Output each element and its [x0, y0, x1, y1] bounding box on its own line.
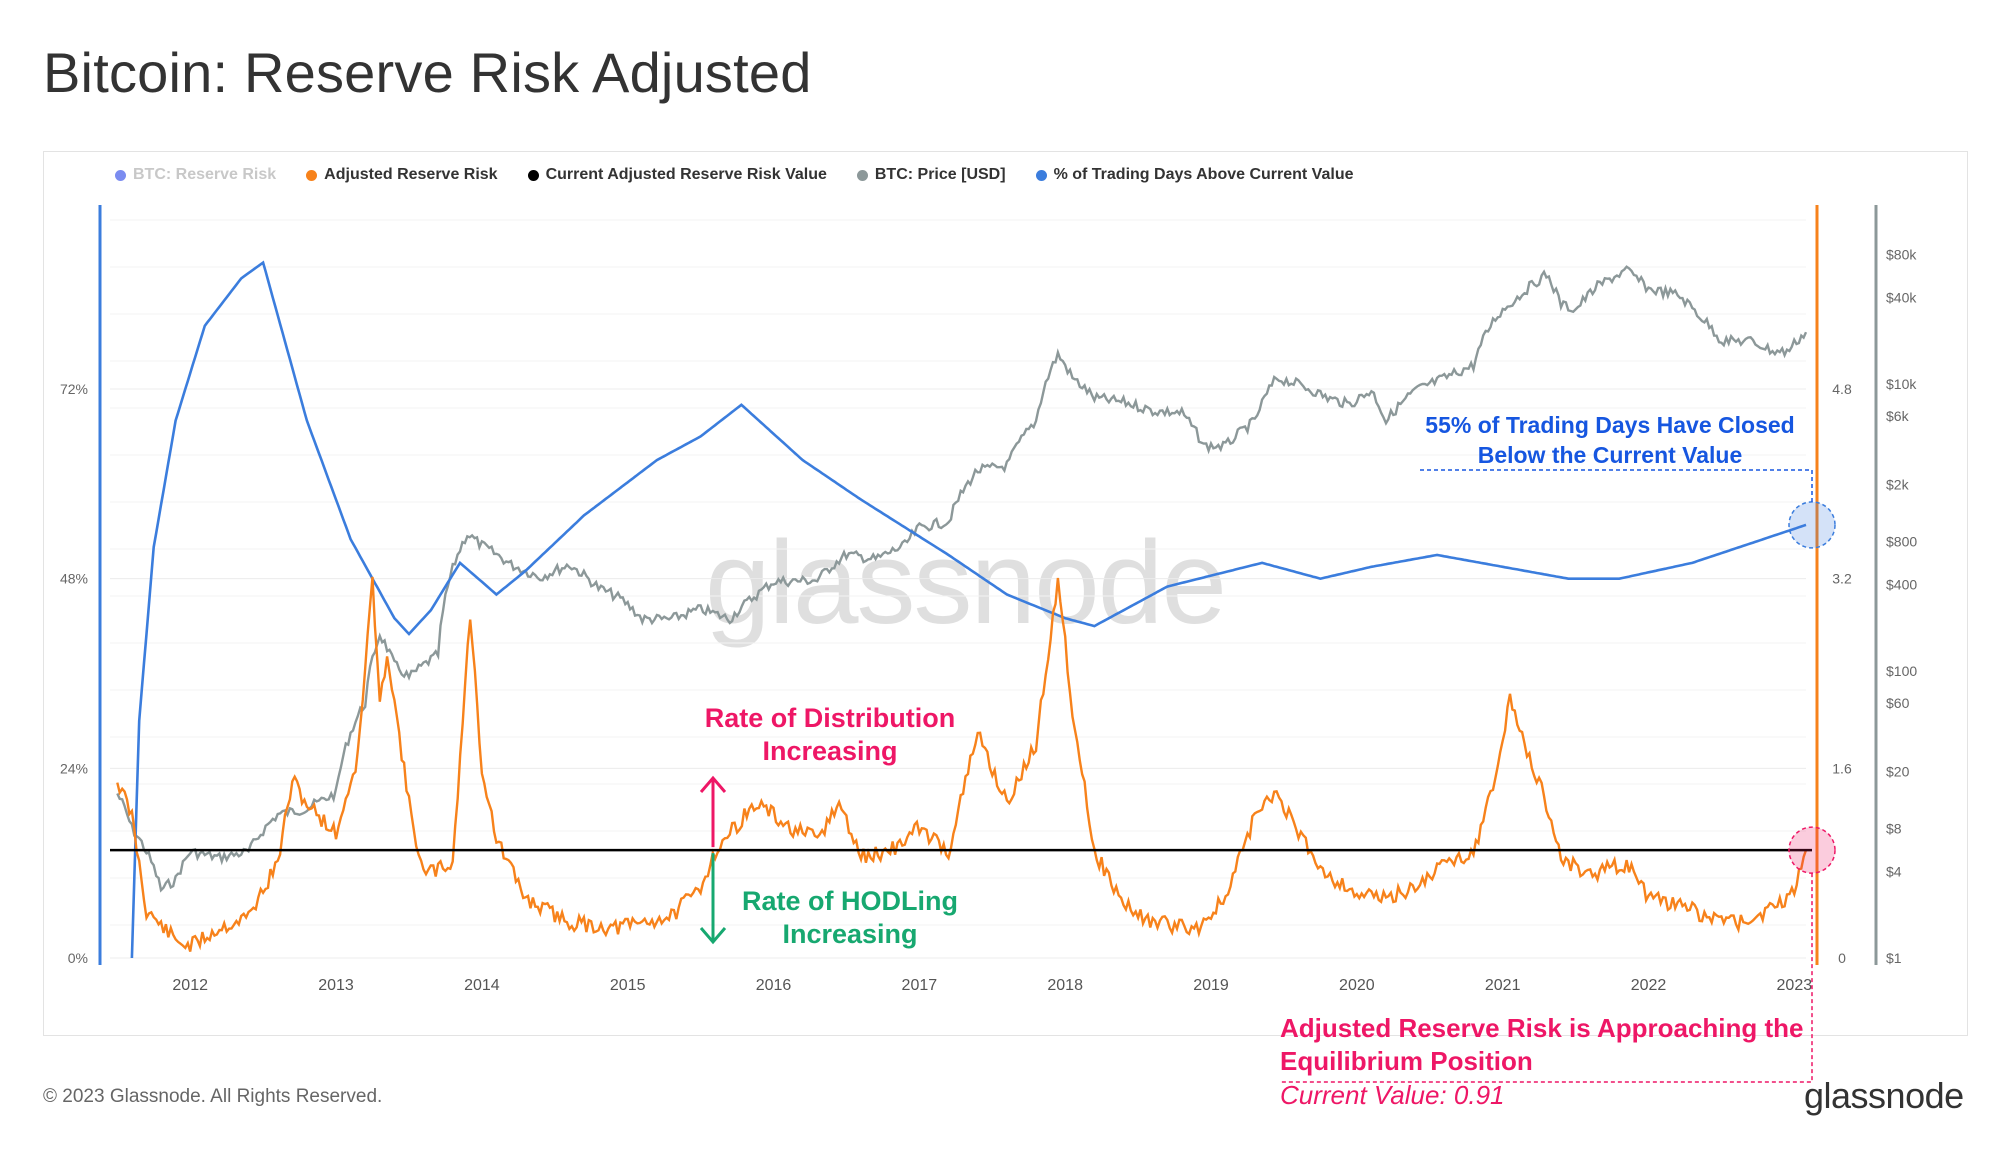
- legend-label: Adjusted Reserve Risk: [324, 166, 498, 183]
- x-axis-tick-label: 2021: [1485, 977, 1521, 994]
- chart-frame: [43, 151, 1968, 1036]
- x-axis-tick-label: 2013: [318, 977, 354, 994]
- annotation-hodling: Rate of HODLing Increasing: [742, 886, 958, 949]
- series-line-trading-days: [130, 260, 1807, 959]
- current-value-connector: [1280, 873, 1813, 1083]
- chart-legend: BTC: Reserve Risk Adjusted Reserve Risk …: [115, 166, 1353, 184]
- series-line-adjusted-reserve-risk: [116, 576, 1808, 952]
- annotation-current-value: Current Value: 0.91: [1280, 1080, 1505, 1110]
- right-axis-tick-label: $40k: [1886, 290, 1917, 306]
- hodling-arrow-head-icon: [699, 927, 727, 945]
- legend-item-btc-price[interactable]: BTC: Price [USD]: [856, 166, 1006, 184]
- x-axis-tick-label: 2018: [1047, 977, 1083, 994]
- legend-label: BTC: Reserve Risk: [133, 166, 277, 183]
- x-axis-tick-label: 2023: [1777, 977, 1813, 994]
- right-axis-tick-label: $2k: [1886, 476, 1910, 492]
- mid-axis-tick-label: 0: [1838, 950, 1846, 966]
- x-axis-tick-label: 2015: [610, 977, 646, 994]
- legend-dot-icon: [306, 169, 318, 181]
- page-title: Bitcoin: Reserve Risk Adjusted: [43, 41, 812, 104]
- legend-item-reserve-risk[interactable]: BTC: Reserve Risk: [115, 166, 276, 184]
- right-axis-tick-label: $10k: [1886, 376, 1917, 392]
- right-axis-tick-label: $800: [1886, 533, 1917, 549]
- mid-axis-tick-label: 1.6: [1832, 760, 1852, 776]
- right-axis-tick-label: $8: [1886, 820, 1902, 836]
- right-axis-tick-label: $20: [1886, 763, 1910, 779]
- legend-dot-icon: [115, 169, 126, 181]
- trading-days-marker: [1788, 501, 1836, 549]
- x-axis-tick-label: 2017: [902, 977, 938, 994]
- right-axis-tick-label: $1: [1886, 950, 1902, 966]
- x-axis-tick-label: 2014: [464, 977, 500, 994]
- legend-dot-icon: [856, 169, 868, 181]
- x-axis-tick-label: 2016: [756, 977, 792, 994]
- left-axis-tick-label: 0%: [68, 950, 88, 966]
- right-axis-tick-label: $6k: [1886, 408, 1910, 424]
- trading-days-connector: [1420, 469, 1813, 502]
- right-axis-tick-label: $4: [1886, 864, 1902, 880]
- legend-item-adjusted-reserve-risk[interactable]: Adjusted Reserve Risk: [306, 166, 498, 184]
- legend-dot-icon: [1035, 169, 1047, 181]
- left-axis-tick-label: 48%: [60, 571, 88, 587]
- legend-label: % of Trading Days Above Current Value: [1053, 166, 1354, 183]
- glassnode-watermark: glassnode: [705, 517, 1227, 649]
- annotation-trading-days: 55% of Trading Days Have Closed Below th…: [1425, 412, 1795, 468]
- right-axis-tick-label: $100: [1886, 663, 1917, 679]
- distribution-arrow-head-icon: [699, 775, 727, 793]
- annotation-adjusted-reserve-risk: Adjusted Reserve Risk is Approaching the…: [1280, 1013, 1804, 1076]
- current-value-marker: [1788, 826, 1836, 874]
- legend-label: Current Adjusted Reserve Risk Value: [545, 166, 827, 183]
- right-axis-tick-label: $400: [1886, 577, 1917, 593]
- left-axis-tick-label: 24%: [60, 760, 88, 776]
- copyright-footer: © 2023 Glassnode. All Rights Reserved.: [43, 1086, 383, 1107]
- right-axis-tick-label: $60: [1886, 695, 1910, 711]
- mid-axis-tick-label: 3.2: [1832, 571, 1852, 587]
- x-axis-tick-label: 2020: [1339, 977, 1375, 994]
- right-axis-tick-label: $80k: [1886, 247, 1917, 263]
- series-line-btc-price: [116, 265, 1808, 893]
- legend-dot-icon: [527, 169, 539, 181]
- legend-label: BTC: Price [USD]: [874, 166, 1006, 183]
- glassnode-logo: glassnode: [1804, 1075, 1964, 1116]
- x-axis-tick-label: 2022: [1631, 977, 1667, 994]
- annotation-distribution: Rate of Distribution Increasing: [704, 703, 956, 766]
- mid-axis-tick-label: 4.8: [1832, 381, 1852, 397]
- left-axis-tick-label: 72%: [60, 381, 88, 397]
- x-axis-tick-label: 2019: [1193, 977, 1229, 994]
- legend-item-current-value[interactable]: Current Adjusted Reserve Risk Value: [527, 166, 827, 184]
- legend-item-trading-days[interactable]: % of Trading Days Above Current Value: [1035, 166, 1354, 184]
- x-axis-tick-label: 2012: [172, 977, 208, 994]
